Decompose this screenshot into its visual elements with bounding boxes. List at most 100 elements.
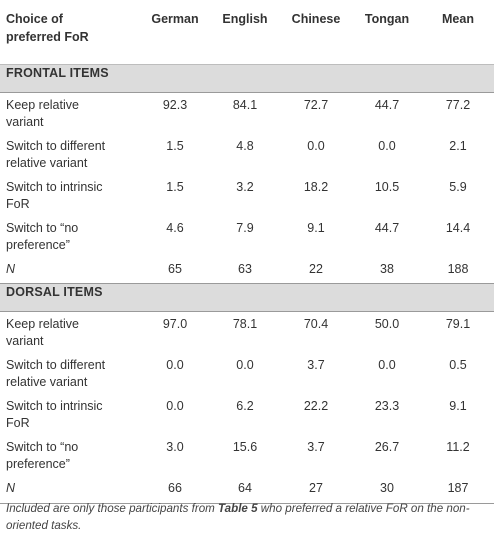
n-tongan: 30 (352, 476, 422, 504)
table-row: Switch to intrinsic FoR 0.0 6.2 22.2 23.3… (0, 394, 494, 435)
results-table-container: Choice of preferred FoR German English C… (0, 0, 494, 504)
section-row-dorsal: DORSAL ITEMS (0, 283, 494, 312)
cell-english: 0.0 (236, 358, 254, 372)
table-header-row: Choice of preferred FoR German English C… (0, 0, 494, 65)
cell-german: 92.3 (162, 97, 188, 112)
header-chinese: Chinese (280, 0, 352, 65)
cell-chinese: 3.7 (307, 440, 325, 454)
cell-german: 3.0 (166, 440, 184, 454)
n-german: 65 (168, 261, 182, 276)
cell-tongan: 50.0 (374, 317, 400, 331)
section-row-frontal: FRONTAL ITEMS (0, 63, 494, 93)
cell-tongan: 10.5 (374, 179, 400, 194)
n-english: 64 (210, 476, 280, 504)
row-label-line2: relative variant (6, 375, 88, 389)
cell-tongan: 23.3 (374, 399, 400, 413)
cell-english: 4.8 (236, 138, 254, 153)
row-label: Switch to intrinsic FoR (0, 175, 140, 216)
cell-tongan: 0.0 (378, 138, 396, 153)
row-label: Keep relative variant (0, 312, 140, 354)
results-table: Choice of preferred FoR German English C… (0, 0, 494, 504)
cell-english: 3.2 (236, 179, 254, 194)
cell-german: 97.0 (162, 317, 188, 331)
cell-german: 1.5 (166, 179, 184, 194)
row-label-line2: FoR (6, 416, 30, 430)
row-label: Switch to “no preference” (0, 435, 140, 476)
row-label-line2: relative variant (6, 155, 88, 170)
row-label-line1: Switch to “no (6, 440, 79, 454)
cell-chinese: 22.2 (303, 399, 329, 413)
header-label-line1: Choice of (6, 12, 63, 26)
header-choice-of-preferred-for: Choice of preferred FoR (0, 0, 140, 65)
row-label-line1: Switch to “no (6, 220, 79, 235)
cell-german: 0.0 (166, 358, 184, 372)
cell-tongan: 0.0 (378, 358, 396, 372)
cell-english: 15.6 (232, 440, 258, 454)
cell-mean: 14.4 (445, 220, 471, 235)
table-row: Switch to different relative variant 0.0 … (0, 353, 494, 394)
row-label-line2: preference” (6, 457, 70, 471)
header-label-line2: preferred FoR (6, 30, 89, 44)
row-label-line2: preference” (6, 237, 70, 252)
n-chinese: 22 (309, 261, 323, 276)
section-title: DORSAL ITEMS (0, 283, 494, 312)
n-mean: 187 (422, 476, 494, 504)
row-label-line1: Switch to intrinsic (6, 179, 103, 194)
n-label: N (6, 261, 16, 276)
header-english: English (210, 0, 280, 65)
header-mean: Mean (422, 0, 494, 65)
section-title: FRONTAL ITEMS (0, 63, 494, 93)
n-mean: 188 (447, 261, 469, 276)
row-label: Keep relative variant (0, 92, 140, 134)
n-row-frontal: N 65 63 22 38 188 (0, 257, 494, 284)
n-german: 66 (140, 476, 210, 504)
row-label-line2: FoR (6, 196, 30, 211)
row-label: Switch to different relative variant (0, 134, 140, 175)
row-label: Switch to “no preference” (0, 216, 140, 257)
table-footnote: Included are only those participants fro… (6, 500, 490, 534)
cell-chinese: 72.7 (303, 97, 329, 112)
table-row: Switch to different relative variant 1.5 … (0, 134, 494, 175)
cell-english: 6.2 (236, 399, 254, 413)
cell-chinese: 70.4 (303, 317, 329, 331)
table-row: Switch to “no preference” 3.0 15.6 3.7 26… (0, 435, 494, 476)
row-label-line1: Keep relative (6, 97, 79, 112)
header-german: German (140, 0, 210, 65)
n-chinese: 27 (280, 476, 352, 504)
n-tongan: 38 (380, 261, 394, 276)
cell-german: 1.5 (166, 138, 184, 153)
cell-tongan: 26.7 (374, 440, 400, 454)
n-english: 63 (238, 261, 252, 276)
row-label-line2: variant (6, 334, 44, 348)
cell-chinese: 0.0 (307, 138, 325, 153)
cell-chinese: 3.7 (307, 358, 325, 372)
cell-chinese: 18.2 (303, 179, 329, 194)
header-tongan: Tongan (352, 0, 422, 65)
cell-tongan: 44.7 (374, 220, 400, 235)
cell-english: 7.9 (236, 220, 254, 235)
cell-german: 0.0 (166, 399, 184, 413)
cell-mean: 0.5 (449, 358, 467, 372)
footnote-table-reference: Table 5 (218, 502, 258, 515)
footnote-text-before: Included are only those participants fro… (6, 502, 219, 515)
table-row: Keep relative variant 97.0 78.1 70.4 50.0… (0, 312, 494, 354)
cell-mean: 5.9 (449, 179, 467, 194)
cell-chinese: 9.1 (307, 220, 325, 235)
row-label-line1: Switch to intrinsic (6, 399, 103, 413)
n-row-dorsal: N 66 64 27 30 187 (0, 476, 494, 504)
cell-english: 84.1 (232, 97, 258, 112)
table-row: Switch to “no preference” 4.6 7.9 9.1 44.… (0, 216, 494, 257)
cell-english: 78.1 (232, 317, 258, 331)
row-label-line1: Switch to different (6, 138, 106, 153)
cell-mean: 79.1 (445, 317, 471, 331)
cell-mean: 9.1 (449, 399, 467, 413)
footnote-text-after: who preferred a relative FoR on the non-… (6, 502, 470, 532)
table-row: Switch to intrinsic FoR 1.5 3.2 18.2 10.5… (0, 175, 494, 216)
cell-mean: 77.2 (445, 97, 471, 112)
row-label: Switch to intrinsic FoR (0, 394, 140, 435)
cell-mean: 11.2 (446, 440, 470, 454)
cell-mean: 2.1 (449, 138, 467, 153)
cell-german: 4.6 (166, 220, 184, 235)
row-label-line1: Keep relative (6, 317, 79, 331)
n-label: N (0, 476, 140, 504)
